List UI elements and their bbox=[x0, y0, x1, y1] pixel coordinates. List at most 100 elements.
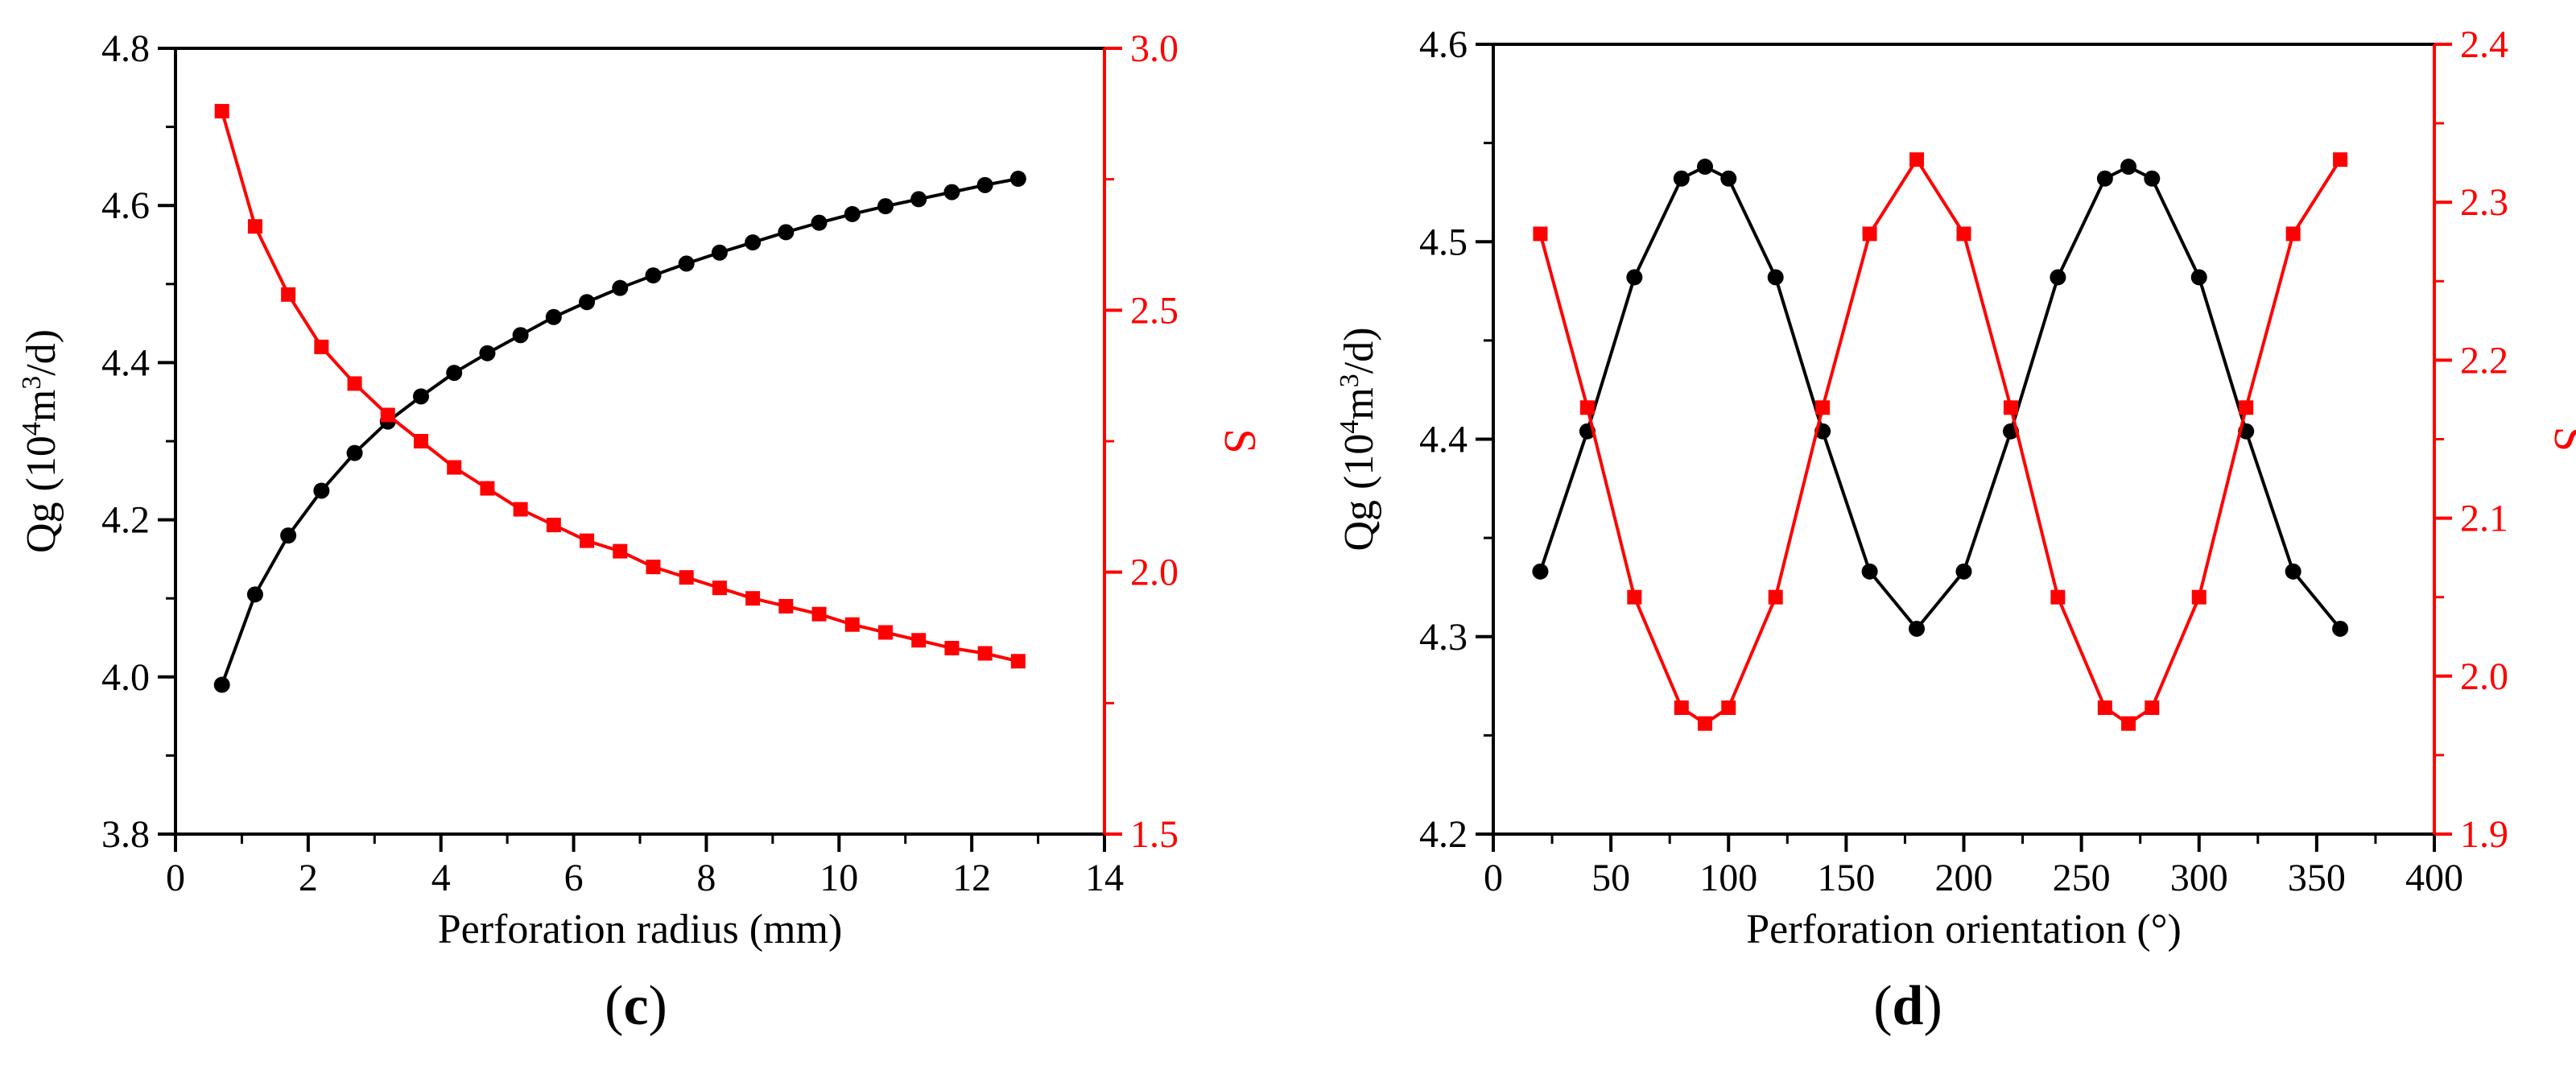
data-point-s bbox=[2285, 226, 2301, 242]
data-point-s bbox=[413, 434, 428, 448]
y-tick-label: 4.2 bbox=[101, 499, 150, 542]
data-point-s bbox=[712, 580, 727, 596]
x-tick-label: 4 bbox=[431, 857, 451, 899]
data-point-qg bbox=[479, 345, 496, 361]
data-point-qg bbox=[313, 482, 330, 499]
data-point-s bbox=[2097, 700, 2112, 716]
x-tick-label: 12 bbox=[952, 857, 991, 899]
data-point-s bbox=[447, 460, 462, 475]
y-tick-label: 4.4 bbox=[1419, 419, 1468, 461]
data-point-qg bbox=[1673, 170, 1690, 187]
data-point-qg bbox=[678, 255, 695, 272]
x-tick-label: 250 bbox=[2053, 857, 2111, 899]
series-line-qg bbox=[220, 177, 1019, 686]
data-point-s bbox=[877, 625, 893, 640]
data-point-s bbox=[2121, 716, 2136, 731]
data-point-qg bbox=[412, 388, 429, 405]
y2-tick-label: 2.5 bbox=[1130, 289, 1179, 332]
y-tick-label: 4.3 bbox=[1419, 616, 1468, 659]
y2-tick-label: 1.9 bbox=[2460, 813, 2508, 856]
data-point-qg bbox=[844, 205, 861, 222]
data-point-qg bbox=[2332, 620, 2349, 637]
chart-panel-c: 0 2 4 6 8 10 12 14 3.8 4.0 4.2 4.4 4.6 4.8 1.5 2.0 2.5 3.… bbox=[17, 27, 1265, 952]
data-point-qg bbox=[446, 365, 463, 382]
data-point-qg bbox=[2120, 159, 2137, 176]
y-tick-label: 3.8 bbox=[101, 813, 150, 856]
x-tick-label: 8 bbox=[696, 857, 716, 899]
series-line-s bbox=[1538, 156, 2342, 726]
data-point-qg bbox=[711, 244, 728, 261]
x-tick-label: 200 bbox=[1935, 857, 1993, 899]
data-point-s bbox=[2239, 400, 2254, 415]
x-tick-label: 300 bbox=[2170, 857, 2228, 899]
data-point-qg bbox=[579, 294, 596, 311]
data-point-qg bbox=[1009, 171, 1026, 188]
y2-tick-label: 2.4 bbox=[2460, 23, 2508, 66]
data-point-s bbox=[1721, 700, 1736, 716]
y-tick-label: 4.0 bbox=[101, 656, 150, 699]
data-point-s bbox=[2003, 400, 2018, 415]
x-tick-label: 6 bbox=[564, 857, 584, 899]
data-point-qg bbox=[811, 214, 828, 231]
data-point-s bbox=[1674, 700, 1689, 716]
data-point-s bbox=[247, 219, 262, 234]
data-point-s bbox=[1768, 589, 1783, 605]
data-point-s bbox=[1010, 654, 1026, 669]
y-axis-label-part: Qg (10 bbox=[1336, 434, 1382, 552]
y-axis-label-part: /d) bbox=[1336, 327, 1382, 374]
x-tick-label: 100 bbox=[1699, 857, 1757, 899]
data-point-qg bbox=[1909, 620, 1926, 637]
data-point-s bbox=[646, 560, 661, 575]
y2-tick-label: 2.0 bbox=[2460, 655, 2508, 698]
x-axis-label: Perforation radius (mm) bbox=[438, 907, 843, 952]
data-point-s bbox=[2191, 589, 2207, 605]
data-point-qg bbox=[877, 198, 894, 215]
data-point-s bbox=[944, 641, 960, 656]
caption-c: (c) bbox=[605, 975, 667, 1037]
data-point-qg bbox=[512, 327, 529, 344]
series-line-qg bbox=[1538, 164, 2342, 632]
x-tick-label: 350 bbox=[2288, 857, 2346, 899]
x-tick-label: 50 bbox=[1591, 857, 1630, 899]
caption-d: (d) bbox=[1873, 975, 1942, 1037]
data-point-s bbox=[1698, 716, 1713, 731]
data-point-s bbox=[1862, 226, 1877, 242]
x-tick-label: 10 bbox=[819, 857, 858, 899]
data-point-s bbox=[214, 104, 229, 119]
data-point-qg bbox=[1697, 159, 1714, 176]
data-point-qg bbox=[943, 184, 960, 200]
data-point-s bbox=[380, 407, 395, 423]
data-point-qg bbox=[612, 279, 629, 296]
data-point-s bbox=[2145, 700, 2160, 716]
data-point-s bbox=[513, 502, 528, 517]
x-tick-label: 0 bbox=[1484, 857, 1503, 899]
data-point-s bbox=[1579, 400, 1595, 415]
data-point-qg bbox=[2050, 269, 2066, 286]
x-axis-label: Perforation orientation (°) bbox=[1746, 907, 2182, 952]
y-axis-label-superscript: 4 bbox=[17, 422, 47, 436]
data-point-qg bbox=[213, 676, 230, 693]
data-point-s bbox=[911, 633, 927, 648]
x-tick-label: 14 bbox=[1085, 857, 1124, 899]
y-axis-label-superscript: 3 bbox=[17, 376, 47, 390]
data-point-s bbox=[811, 606, 827, 622]
data-point-qg bbox=[645, 267, 662, 284]
data-point-qg bbox=[346, 444, 363, 461]
data-point-qg bbox=[976, 176, 993, 193]
data-point-s bbox=[347, 376, 362, 391]
y2-tick-label: 2.0 bbox=[1130, 552, 1179, 594]
data-point-qg bbox=[2190, 269, 2207, 286]
data-point-s bbox=[745, 591, 761, 606]
y-tick-label: 4.6 bbox=[101, 184, 150, 227]
x-tick-label: 2 bbox=[299, 857, 318, 899]
y-axis-label-superscript: 4 bbox=[1335, 420, 1364, 434]
data-point-qg bbox=[1767, 269, 1784, 286]
data-point-s bbox=[1533, 226, 1548, 242]
data-point-s bbox=[844, 617, 860, 632]
data-point-qg bbox=[545, 308, 562, 325]
data-point-s bbox=[1627, 589, 1642, 605]
y2-tick-label: 2.1 bbox=[2460, 498, 2508, 540]
y-tick-label: 4.4 bbox=[101, 341, 150, 384]
y2-tick-label: 2.3 bbox=[2460, 181, 2508, 224]
